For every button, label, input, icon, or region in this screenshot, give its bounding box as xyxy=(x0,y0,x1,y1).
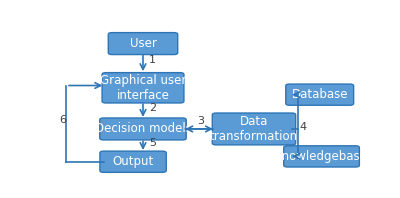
Text: 6: 6 xyxy=(59,115,66,125)
Text: Database: Database xyxy=(292,88,348,101)
Text: 2: 2 xyxy=(149,103,156,113)
Text: User: User xyxy=(130,37,156,50)
FancyBboxPatch shape xyxy=(286,84,354,105)
Text: Graphical user
interface: Graphical user interface xyxy=(100,74,186,102)
Text: Data
transformation: Data transformation xyxy=(210,115,298,143)
Text: 3: 3 xyxy=(197,116,204,126)
FancyBboxPatch shape xyxy=(108,33,178,55)
FancyBboxPatch shape xyxy=(102,73,184,103)
Text: 1: 1 xyxy=(149,55,156,65)
FancyBboxPatch shape xyxy=(284,146,359,167)
Text: Output: Output xyxy=(112,155,154,168)
FancyBboxPatch shape xyxy=(212,113,296,145)
Text: 5: 5 xyxy=(149,138,156,148)
FancyBboxPatch shape xyxy=(100,151,166,172)
Text: Decision models: Decision models xyxy=(94,122,192,135)
Text: 4: 4 xyxy=(300,123,307,132)
FancyBboxPatch shape xyxy=(100,118,186,140)
Text: Knowledgebase: Knowledgebase xyxy=(275,150,368,163)
